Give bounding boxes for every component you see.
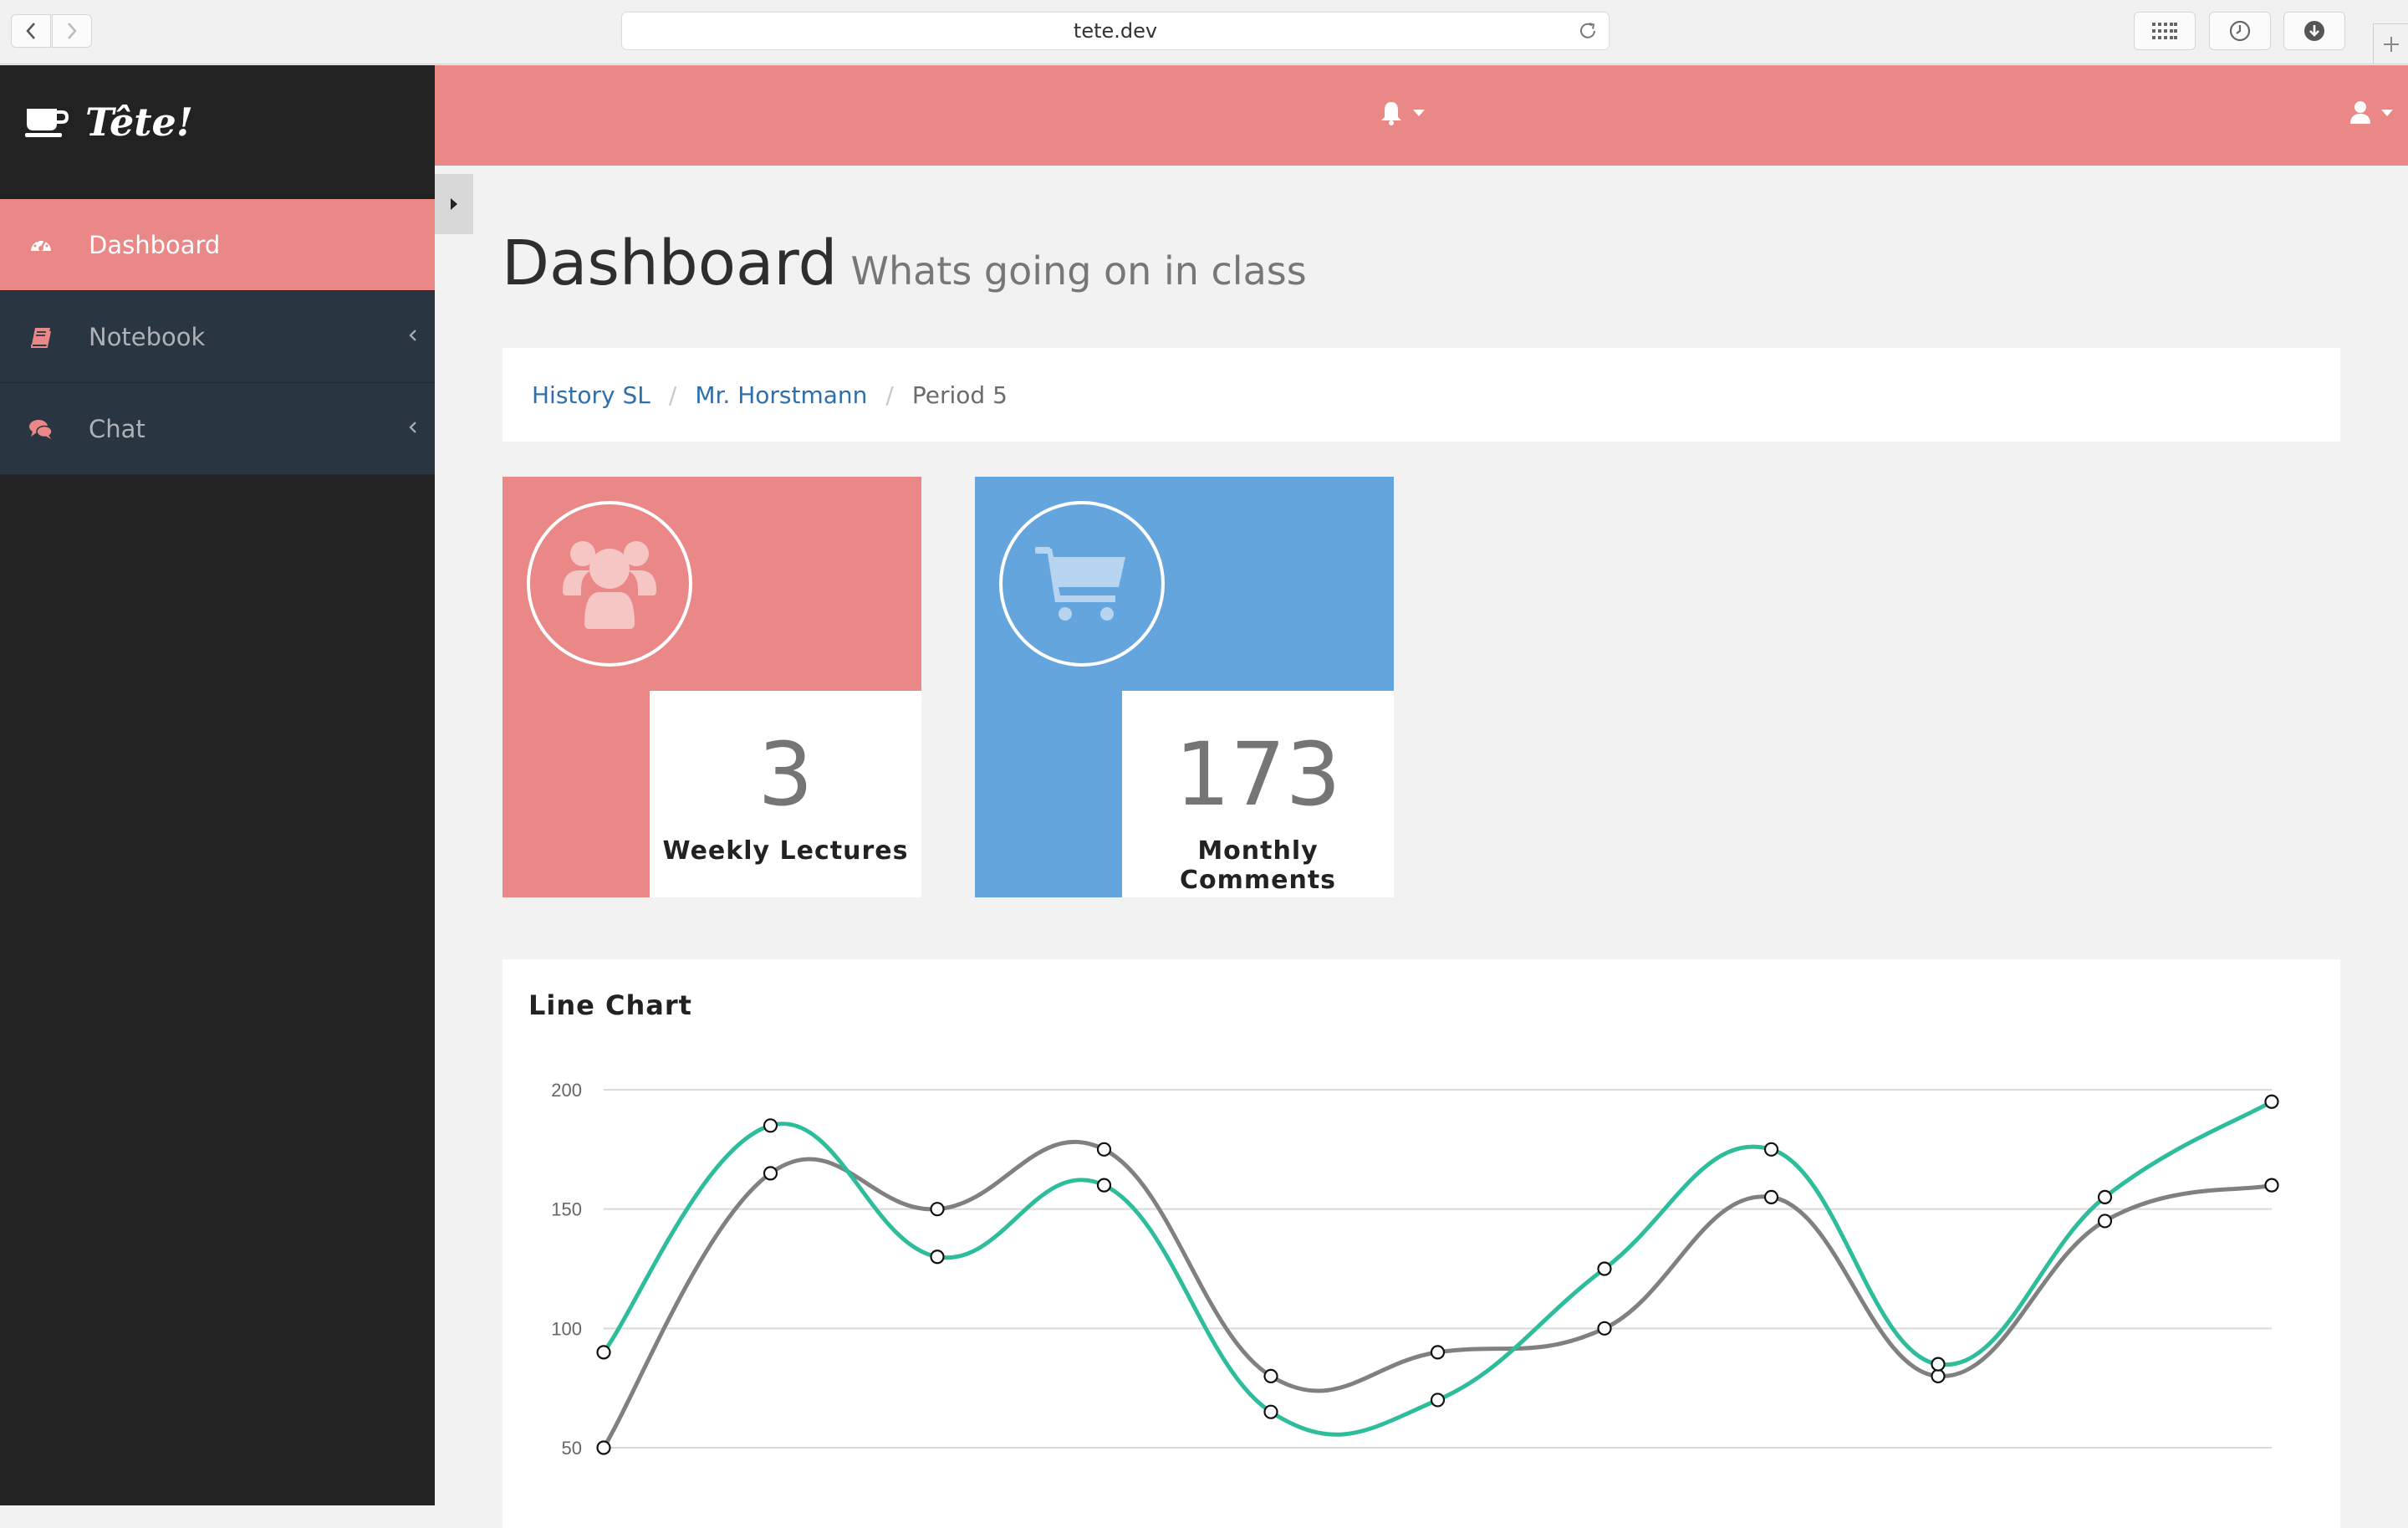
grid-view-button[interactable] (2134, 12, 2196, 50)
sidebar-item-label: Dashboard (89, 230, 221, 259)
data-point (1430, 1393, 1446, 1408)
chevron-left-icon (26, 23, 35, 39)
data-point (1597, 1321, 1612, 1336)
data-point (2264, 1094, 2279, 1109)
downloads-button[interactable] (2283, 12, 2345, 50)
users-icon (563, 541, 656, 629)
breadcrumb-item-teacher[interactable]: Mr. Horstmann (695, 381, 868, 409)
series-line (601, 1100, 2273, 1437)
data-point (596, 1440, 611, 1455)
data-point (2097, 1214, 2113, 1229)
sidebar-toggle-button[interactable] (435, 174, 473, 234)
chart-title: Line Chart (528, 989, 692, 1021)
forward-button[interactable] (52, 14, 92, 48)
stat-card-monthly-comments[interactable]: 173 Monthly Comments (975, 477, 1394, 897)
breadcrumb: History SL / Mr. Horstmann / Period 5 (503, 348, 2340, 442)
sidebar-item-chat[interactable]: Chat (0, 383, 435, 475)
page-title: Dashboard Whats going on in class (502, 227, 1307, 299)
brand[interactable]: Tête! (0, 65, 435, 199)
bell-icon (1381, 102, 1401, 125)
y-tick-label: 50 (562, 1438, 582, 1459)
coffee-cup-icon (25, 109, 69, 137)
data-point (1763, 1189, 1779, 1204)
dashboard-icon (31, 239, 51, 251)
stat-label: Weekly Lectures (662, 836, 909, 866)
sidebar: Tête! Dashboard Notebook Chat (0, 65, 435, 1505)
data-point (1430, 1345, 1446, 1360)
data-point (1763, 1142, 1779, 1157)
caret-down-icon (1413, 110, 1425, 116)
stat-value: 173 (1175, 723, 1341, 825)
caret-right-icon (451, 198, 457, 210)
breadcrumb-item-course[interactable]: History SL (532, 381, 650, 409)
data-point (1931, 1357, 1946, 1372)
breadcrumb-item-period: Period 5 (911, 381, 1008, 409)
stat-icon-circle (999, 501, 1165, 667)
chevron-right-icon (68, 23, 77, 39)
caret-down-icon (2381, 110, 2393, 116)
data-point (1263, 1368, 1278, 1383)
data-point (2264, 1178, 2279, 1193)
brand-name: Tête! (85, 100, 193, 145)
top-header (435, 65, 2408, 166)
series-line (601, 1139, 2273, 1449)
data-point (1597, 1261, 1612, 1276)
address-bar[interactable]: tete.dev (621, 12, 1610, 50)
notifications-dropdown[interactable] (1380, 100, 1426, 125)
sidebar-item-label: Notebook (89, 322, 206, 351)
user-dropdown[interactable] (2349, 100, 2395, 125)
page-title-text: Dashboard (502, 227, 838, 299)
url-text: tete.dev (1073, 19, 1158, 43)
shopping-cart-icon (1035, 547, 1125, 621)
data-point (1096, 1178, 1112, 1193)
download-icon (2304, 21, 2324, 41)
data-point (2097, 1189, 2113, 1204)
line-chart: 200 150 100 50 (551, 1080, 2279, 1459)
data-point (1263, 1404, 1278, 1419)
browser-chrome: tete.dev (0, 0, 2408, 64)
data-point (930, 1202, 945, 1217)
stat-card-weekly-lectures[interactable]: 3 Weekly Lectures (503, 477, 921, 897)
chevron-left-icon (409, 330, 416, 341)
y-tick-label: 100 (551, 1318, 582, 1339)
data-point (1096, 1142, 1112, 1157)
breadcrumb-separator: / (885, 381, 894, 409)
clock-icon (2229, 20, 2251, 42)
stat-value: 3 (758, 723, 814, 825)
stat-card-body: 173 Monthly Comments (1122, 691, 1394, 897)
stat-card-body: 3 Weekly Lectures (650, 691, 921, 897)
stat-label: Monthly Comments (1179, 836, 1337, 895)
data-point (1931, 1368, 1946, 1383)
y-tick-label: 200 (551, 1080, 582, 1101)
back-button[interactable] (11, 14, 51, 48)
reload-icon[interactable] (1577, 20, 1599, 42)
chevron-left-icon (409, 422, 416, 433)
sidebar-item-notebook[interactable]: Notebook (0, 291, 435, 383)
new-tab-button[interactable] (2373, 23, 2408, 64)
data-point (596, 1345, 611, 1360)
page-subtitle: Whats going on in class (850, 248, 1307, 294)
user-icon (2350, 101, 2370, 124)
sidebar-item-dashboard[interactable]: Dashboard (0, 199, 435, 291)
data-point (763, 1166, 778, 1181)
grid-icon (2152, 23, 2177, 39)
y-tick-label: 150 (551, 1199, 582, 1220)
plus-icon (2383, 36, 2399, 52)
comments-icon (29, 419, 53, 439)
book-icon (31, 327, 51, 348)
breadcrumb-separator: / (668, 381, 677, 409)
line-chart-panel: Line Chart 200 150 100 50 (503, 959, 2340, 1528)
stat-icon-circle (527, 501, 692, 667)
sidebar-item-label: Chat (89, 414, 145, 443)
history-button[interactable] (2209, 12, 2271, 50)
data-point (763, 1118, 778, 1133)
data-point (930, 1249, 945, 1265)
